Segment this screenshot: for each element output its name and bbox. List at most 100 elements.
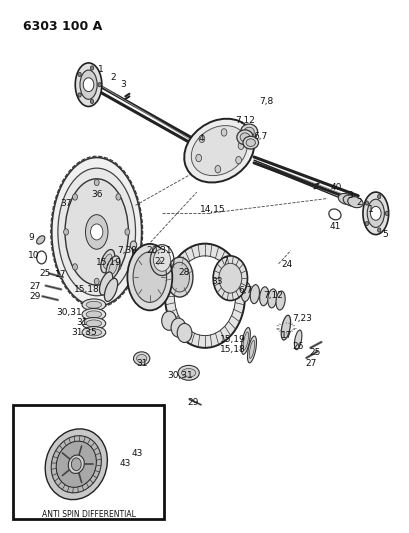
Text: 25: 25 <box>39 269 50 278</box>
Ellipse shape <box>109 260 117 275</box>
Circle shape <box>130 241 137 249</box>
Bar <box>13 405 164 519</box>
Text: 3: 3 <box>346 191 352 200</box>
Ellipse shape <box>342 195 358 206</box>
Circle shape <box>78 93 81 97</box>
Text: 4: 4 <box>198 134 203 143</box>
Circle shape <box>364 222 368 226</box>
Circle shape <box>90 66 93 70</box>
Ellipse shape <box>366 199 384 228</box>
Circle shape <box>218 263 241 293</box>
Ellipse shape <box>247 336 256 363</box>
Text: 14,15: 14,15 <box>200 205 225 214</box>
Ellipse shape <box>80 70 97 99</box>
Text: 29: 29 <box>29 292 40 301</box>
Circle shape <box>83 78 94 92</box>
Ellipse shape <box>181 368 196 377</box>
Text: 37: 37 <box>60 199 72 208</box>
Ellipse shape <box>103 254 112 269</box>
Text: 20,31: 20,31 <box>146 246 172 255</box>
Ellipse shape <box>75 63 101 107</box>
Ellipse shape <box>191 126 247 176</box>
Circle shape <box>377 228 380 232</box>
Circle shape <box>174 256 235 336</box>
Ellipse shape <box>82 327 106 338</box>
Ellipse shape <box>240 133 249 142</box>
Ellipse shape <box>106 256 120 279</box>
Text: 36: 36 <box>91 190 102 199</box>
Text: 7,8: 7,8 <box>258 97 273 106</box>
Circle shape <box>78 72 81 77</box>
Circle shape <box>164 244 245 348</box>
Ellipse shape <box>127 244 172 310</box>
Ellipse shape <box>240 282 250 302</box>
Text: 2: 2 <box>356 198 362 207</box>
Text: 5: 5 <box>381 230 387 239</box>
Ellipse shape <box>68 455 84 473</box>
Text: 29: 29 <box>187 398 198 407</box>
Ellipse shape <box>245 139 255 147</box>
Circle shape <box>90 224 103 240</box>
Text: 30,31: 30,31 <box>167 371 193 380</box>
Circle shape <box>94 278 99 285</box>
Circle shape <box>199 135 204 142</box>
Ellipse shape <box>243 332 248 350</box>
Ellipse shape <box>86 301 101 308</box>
Circle shape <box>377 195 380 199</box>
Text: 28: 28 <box>178 269 189 277</box>
Text: 33: 33 <box>211 277 222 286</box>
Ellipse shape <box>82 309 106 320</box>
Circle shape <box>196 155 201 161</box>
Ellipse shape <box>166 257 193 297</box>
Ellipse shape <box>86 320 101 327</box>
Ellipse shape <box>259 287 268 306</box>
Text: 2: 2 <box>110 73 116 82</box>
Ellipse shape <box>56 441 96 487</box>
Text: 7,23: 7,23 <box>292 313 311 322</box>
Ellipse shape <box>337 193 353 205</box>
Circle shape <box>94 179 99 185</box>
Ellipse shape <box>52 158 142 306</box>
Text: 43: 43 <box>132 449 143 458</box>
Text: ANTI SPIN DIFFERENTIAL: ANTI SPIN DIFFERENTIAL <box>41 510 135 519</box>
Text: 31,35: 31,35 <box>72 328 97 337</box>
Circle shape <box>116 194 121 200</box>
Text: 27: 27 <box>29 281 40 290</box>
Ellipse shape <box>267 289 276 308</box>
Ellipse shape <box>82 318 106 329</box>
Ellipse shape <box>275 291 285 310</box>
Circle shape <box>364 201 368 205</box>
Text: 43: 43 <box>119 459 130 467</box>
Circle shape <box>125 229 130 235</box>
Text: 3: 3 <box>120 79 126 88</box>
Circle shape <box>235 156 241 164</box>
Text: 25: 25 <box>309 348 320 357</box>
Circle shape <box>370 206 380 220</box>
Circle shape <box>384 211 387 215</box>
Ellipse shape <box>153 249 170 271</box>
Ellipse shape <box>133 352 149 365</box>
Text: 17: 17 <box>280 331 292 340</box>
Text: 22: 22 <box>154 257 165 265</box>
Ellipse shape <box>99 272 112 295</box>
Ellipse shape <box>249 341 254 359</box>
Text: 17: 17 <box>55 270 67 279</box>
Circle shape <box>161 311 176 330</box>
Circle shape <box>116 264 121 270</box>
Ellipse shape <box>240 124 257 140</box>
Text: 15,19: 15,19 <box>96 259 121 267</box>
Ellipse shape <box>133 252 166 302</box>
Ellipse shape <box>178 366 199 380</box>
Text: 6,7: 6,7 <box>252 132 267 141</box>
Text: 24: 24 <box>281 261 292 269</box>
Text: 15,19: 15,19 <box>219 335 245 344</box>
Ellipse shape <box>45 429 107 499</box>
Ellipse shape <box>36 236 45 244</box>
Ellipse shape <box>104 278 117 302</box>
Ellipse shape <box>82 299 106 311</box>
Text: 1: 1 <box>367 205 373 214</box>
Text: 31: 31 <box>136 359 147 368</box>
Text: 27: 27 <box>305 359 316 368</box>
Text: 15,18: 15,18 <box>74 285 99 294</box>
Ellipse shape <box>294 330 301 350</box>
